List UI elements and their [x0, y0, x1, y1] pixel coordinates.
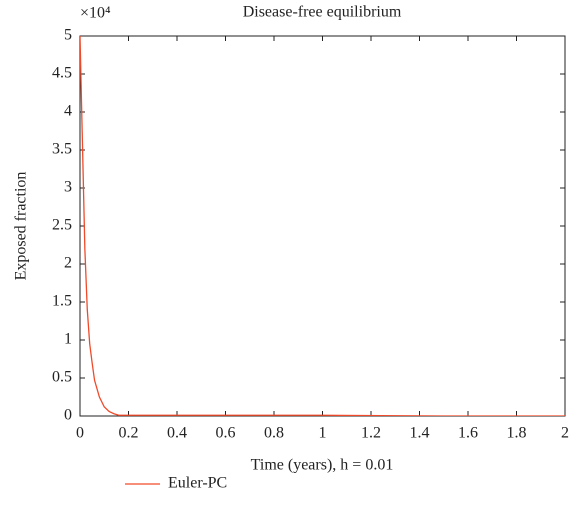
x-tick-label: 1 [319, 425, 327, 442]
x-tick-label: 1.2 [361, 425, 381, 442]
y-tick-label: 0 [64, 407, 72, 424]
x-tick-label: 0 [76, 425, 84, 442]
y-tick-label: 1.5 [52, 293, 72, 310]
x-tick-label: 0.8 [264, 425, 284, 442]
x-tick-label: 1.8 [507, 425, 527, 442]
x-tick-label: 1.6 [458, 425, 478, 442]
y-tick-label: 5 [64, 27, 72, 44]
y-multiplier: ×10⁴ [80, 5, 111, 22]
x-tick-label: 0.4 [167, 425, 187, 442]
y-tick-label: 2.5 [52, 217, 72, 234]
y-tick-label: 4 [64, 103, 72, 120]
x-tick-label: 0.6 [216, 425, 236, 442]
legend-label: Euler-PC [168, 475, 227, 492]
y-tick-label: 3.5 [52, 141, 72, 158]
y-tick-label: 0.5 [52, 369, 72, 386]
y-tick-label: 4.5 [52, 65, 72, 82]
y-tick-label: 2 [64, 255, 72, 272]
y-axis-label: Exposed fraction [13, 172, 30, 281]
data-line [80, 36, 565, 416]
plot-frame [79, 35, 566, 417]
x-tick-label: 1.4 [410, 425, 430, 442]
x-tick-label: 0.2 [119, 425, 139, 442]
y-tick-label: 3 [64, 179, 72, 196]
chart-title: Disease-free equilibrium [243, 4, 402, 21]
y-tick-label: 1 [64, 331, 72, 348]
x-axis-label: Time (years), h = 0.01 [251, 457, 394, 474]
x-tick-label: 2 [561, 425, 569, 442]
